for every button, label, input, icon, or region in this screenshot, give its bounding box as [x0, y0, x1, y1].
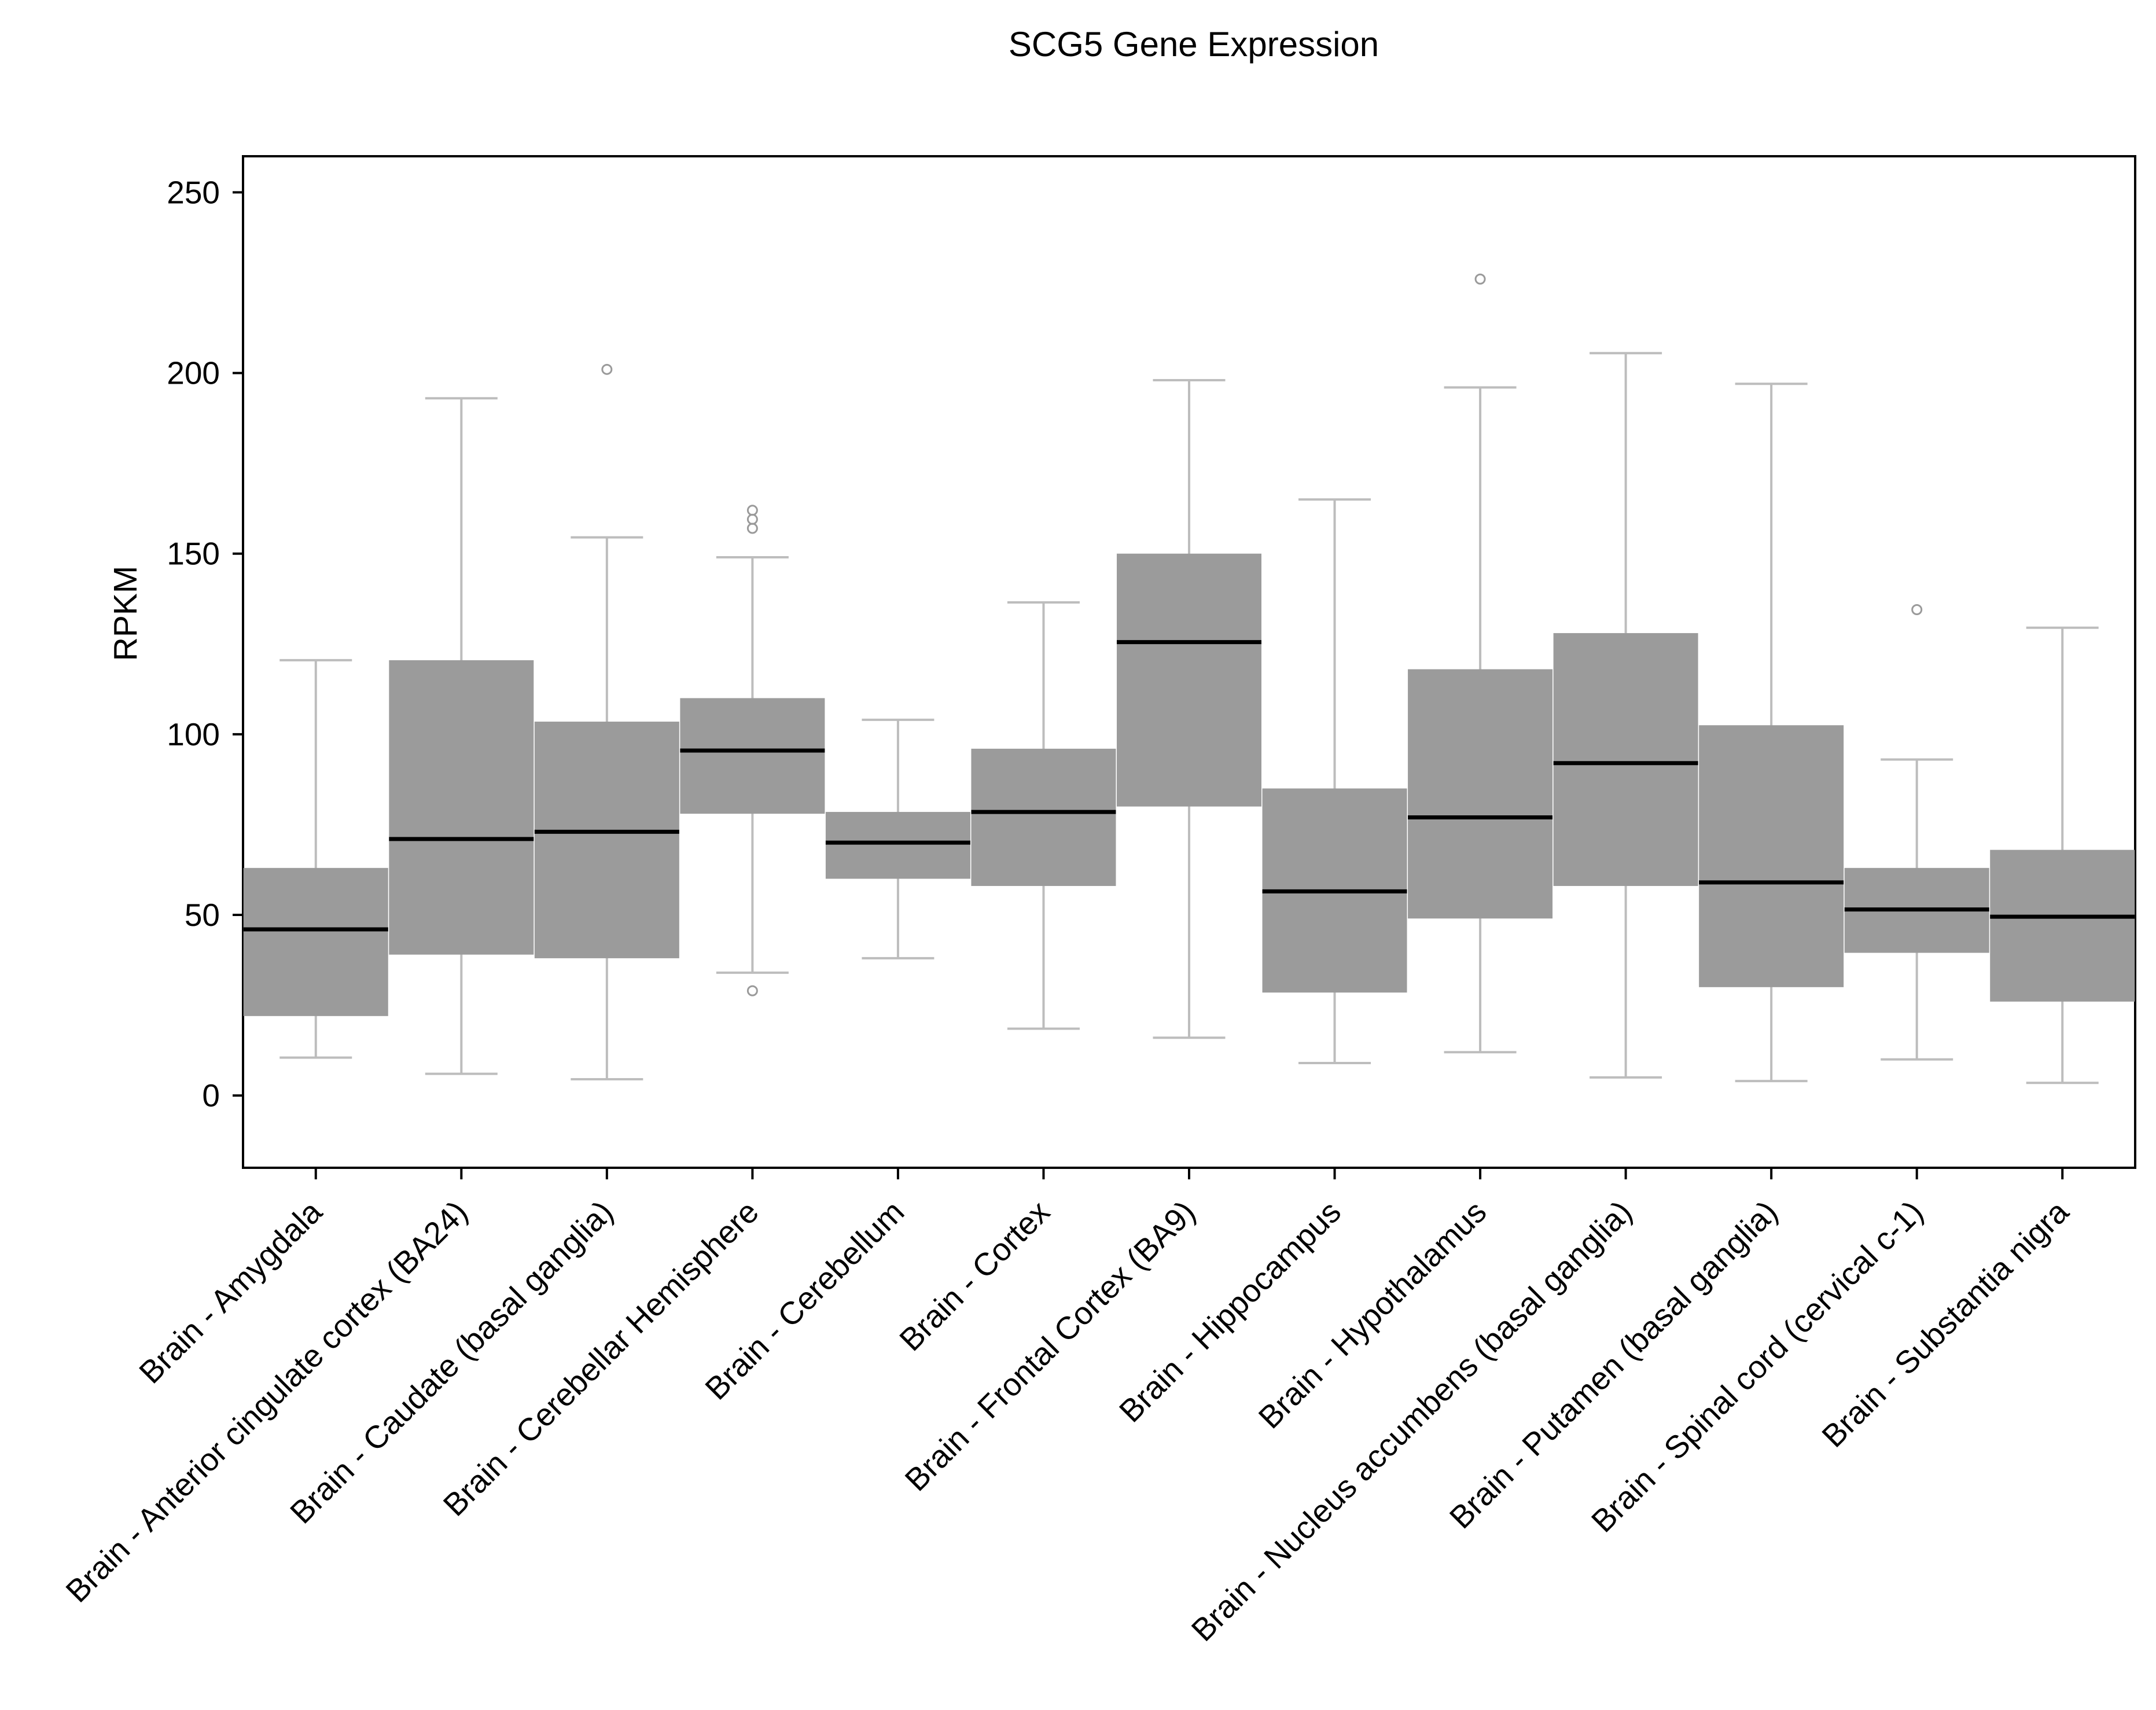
chart-title: SCG5 Gene Expression: [1009, 25, 1379, 64]
x-tick-label: Brain - Caudate (basal ganglia): [283, 1194, 620, 1531]
box-group: [1408, 273, 1553, 1054]
box: [1117, 553, 1261, 807]
box-group: [825, 718, 970, 959]
outlier-point: [746, 523, 758, 534]
box: [680, 698, 825, 814]
box-group: [1844, 604, 1989, 1061]
box: [825, 812, 970, 879]
y-tick-label: 0: [202, 1078, 220, 1113]
x-tick-label: Brain - Substantia nigra: [1815, 1193, 2076, 1454]
outlier-point: [1474, 273, 1486, 285]
box: [1699, 725, 1844, 987]
outlier-point: [746, 505, 758, 516]
box: [1408, 669, 1553, 919]
box-group: [971, 601, 1116, 1030]
box: [389, 660, 534, 955]
box: [1553, 633, 1698, 887]
x-tick-label: Brain - Cortex: [892, 1194, 1057, 1358]
y-tick-label: 200: [167, 355, 220, 391]
y-tick-label: 100: [167, 716, 220, 752]
box: [534, 722, 679, 958]
y-axis: 0 50 100 150 200 250: [167, 174, 243, 1113]
boxplot-series: [243, 273, 2135, 1084]
outlier-point: [601, 363, 613, 375]
x-tick-label: Brain - Cerebellar Hemisphere: [436, 1194, 766, 1523]
x-tick-label: Brain - Frontal Cortex (BA9): [898, 1194, 1202, 1498]
y-tick-label: 50: [185, 897, 220, 933]
y-axis-label: RPKM: [107, 566, 144, 661]
box-group: [680, 505, 825, 996]
box-group: [243, 659, 388, 1059]
outlier-point: [1911, 604, 1923, 615]
y-tick-label: 150: [167, 536, 220, 572]
outlier-point: [746, 985, 758, 996]
box-group: [1117, 379, 1261, 1039]
y-tick-label: 250: [167, 174, 220, 210]
box-group: [1553, 352, 1698, 1079]
outlier-point: [746, 513, 758, 525]
box-group: [1262, 498, 1407, 1064]
box-group: [1990, 626, 2135, 1084]
box-group: [1699, 383, 1844, 1083]
box: [971, 748, 1116, 887]
box: [243, 867, 388, 1016]
box-group: [389, 397, 534, 1075]
box: [1990, 850, 2135, 1002]
box-group: [534, 363, 679, 1081]
